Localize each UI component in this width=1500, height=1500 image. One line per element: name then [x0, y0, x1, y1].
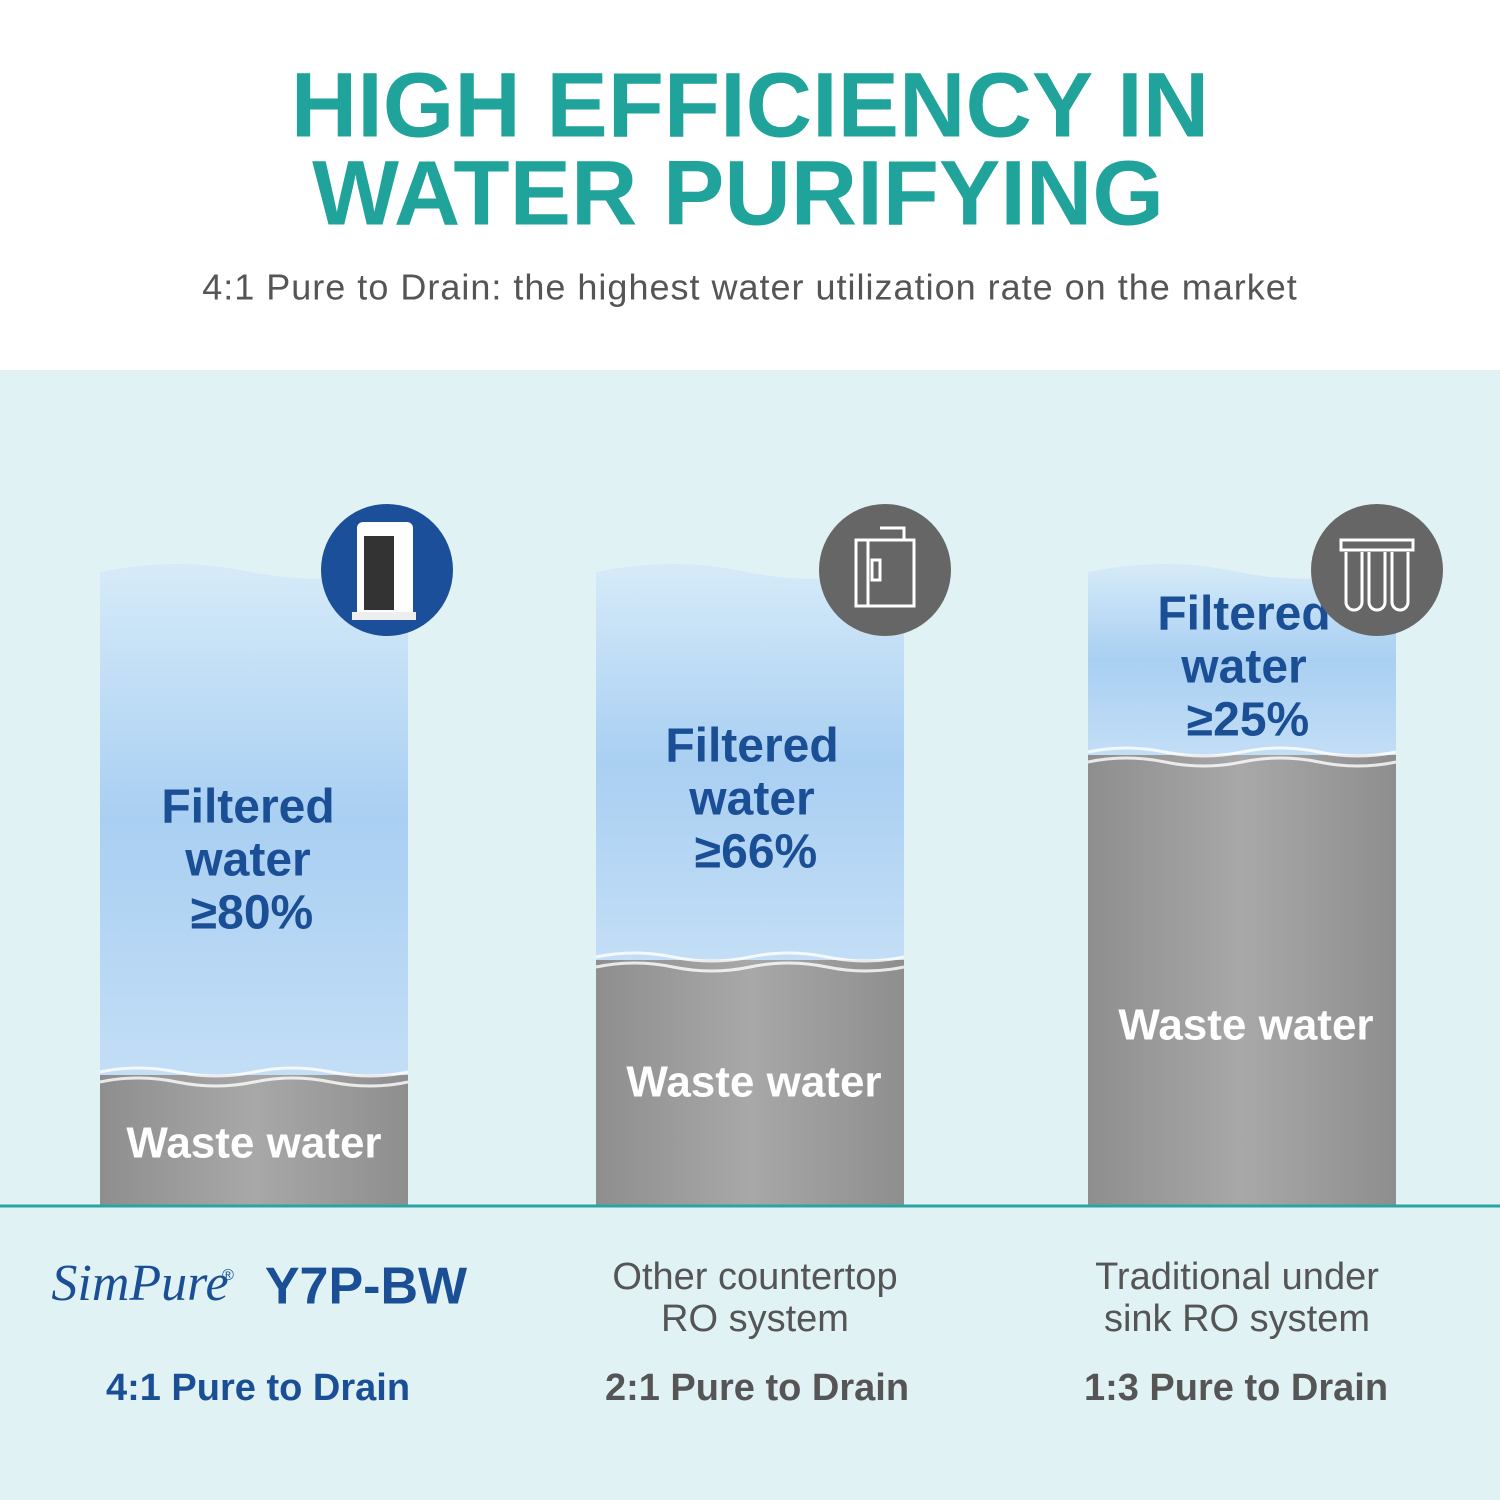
ratio: 1:3 Pure to Drain	[1084, 1367, 1388, 1409]
subtitle: 4:1 Pure to Drain: the highest water uti…	[202, 267, 1298, 308]
column	[595, 564, 905, 1205]
undersink-icon	[1311, 504, 1443, 636]
filtered-percent: ≥25%	[1187, 694, 1309, 747]
description: Other countertop	[612, 1256, 897, 1298]
description: Traditional under	[1095, 1256, 1379, 1298]
filtered-percent: ≥66%	[695, 826, 817, 879]
filtered-label: Filtered	[665, 720, 838, 773]
filtered-label: Filtered	[1157, 588, 1330, 641]
filtered-percent: ≥80%	[191, 887, 313, 940]
column	[1087, 564, 1397, 1205]
product-icon	[321, 504, 453, 636]
model: Y7P-BW	[265, 1258, 468, 1316]
waste-label: Waste water	[626, 1058, 881, 1107]
ratio: 2:1 Pure to Drain	[605, 1367, 909, 1409]
waste-label: Waste water	[126, 1119, 381, 1168]
filtered-label: water	[688, 773, 814, 826]
column	[99, 564, 409, 1205]
description: RO system	[661, 1298, 849, 1340]
filtered-label: Filtered	[161, 781, 334, 834]
brand-mark: ®	[222, 1267, 234, 1284]
filtered-label: water	[1180, 641, 1306, 694]
description: sink RO system	[1104, 1298, 1370, 1340]
waste-label: Waste water	[1118, 1001, 1373, 1050]
brand: SimPure	[51, 1255, 228, 1312]
filtered-label: water	[184, 834, 310, 887]
countertop-icon	[819, 504, 951, 636]
title: HIGH EFFICIENCY IN	[291, 54, 1209, 156]
ratio: 4:1 Pure to Drain	[106, 1367, 410, 1409]
title: WATER PURIFYING	[312, 142, 1164, 244]
